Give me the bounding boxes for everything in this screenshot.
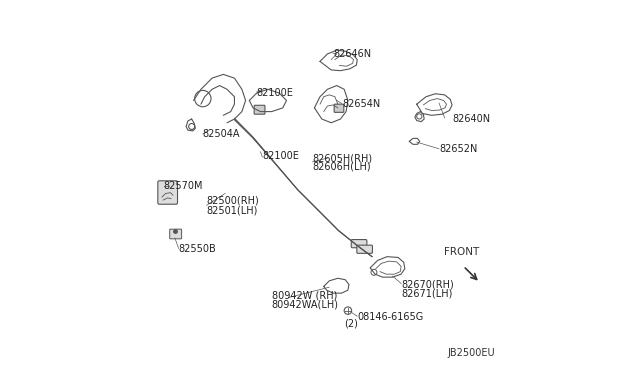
FancyBboxPatch shape bbox=[351, 240, 367, 248]
Text: 82640N: 82640N bbox=[452, 114, 490, 124]
Text: 82670(RH): 82670(RH) bbox=[402, 280, 454, 289]
Text: JB2500EU: JB2500EU bbox=[447, 348, 495, 358]
Text: 82605H(RH): 82605H(RH) bbox=[312, 153, 372, 163]
Text: 82671(LH): 82671(LH) bbox=[402, 288, 453, 298]
Text: 82606H(LH): 82606H(LH) bbox=[312, 162, 371, 171]
Text: 82100E: 82100E bbox=[262, 151, 300, 161]
Text: 82100E: 82100E bbox=[257, 88, 294, 98]
Text: 80942W (RH): 80942W (RH) bbox=[271, 291, 337, 301]
FancyBboxPatch shape bbox=[158, 181, 177, 204]
Text: 82570M: 82570M bbox=[164, 181, 204, 191]
FancyBboxPatch shape bbox=[357, 245, 372, 253]
FancyBboxPatch shape bbox=[170, 229, 182, 239]
Text: 08146-6165G: 08146-6165G bbox=[357, 312, 424, 322]
Text: 82652N: 82652N bbox=[439, 144, 477, 154]
Text: 82501(LH): 82501(LH) bbox=[207, 205, 258, 215]
Text: 82500(RH): 82500(RH) bbox=[207, 196, 259, 206]
Text: 80942WA(LH): 80942WA(LH) bbox=[271, 299, 339, 309]
Text: 82550B: 82550B bbox=[179, 244, 216, 254]
Text: 82504A: 82504A bbox=[203, 129, 241, 139]
FancyBboxPatch shape bbox=[254, 105, 265, 114]
Text: (2): (2) bbox=[344, 319, 358, 328]
Text: 82654N: 82654N bbox=[342, 99, 381, 109]
Text: FRONT: FRONT bbox=[444, 247, 479, 257]
FancyBboxPatch shape bbox=[334, 104, 344, 112]
Text: 82646N: 82646N bbox=[333, 49, 371, 59]
